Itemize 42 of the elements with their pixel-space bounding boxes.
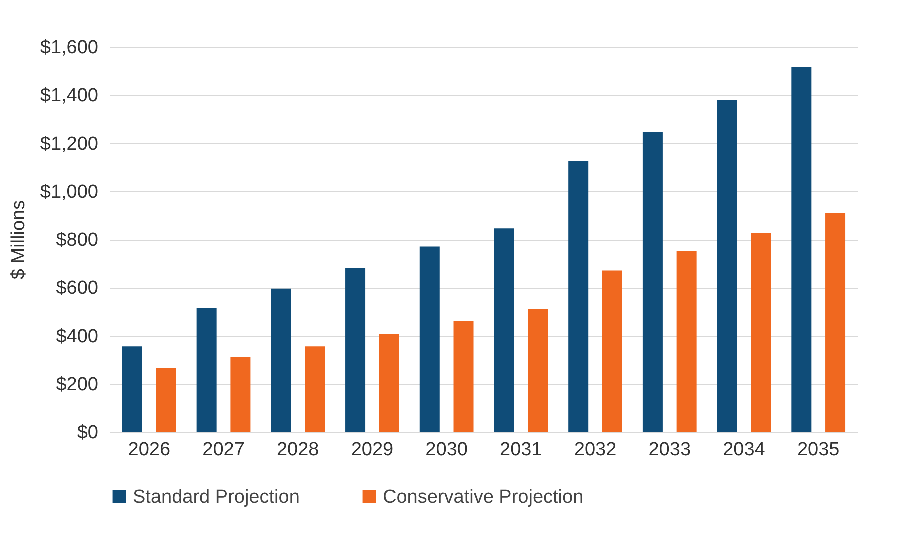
bar: [642, 132, 663, 432]
y-tick-label: $200: [56, 374, 98, 396]
bar: [528, 309, 548, 432]
legend-label: Standard Projection: [133, 486, 300, 508]
bar: [420, 246, 440, 432]
bar: [676, 252, 697, 432]
bar: [751, 233, 772, 432]
bar: [792, 67, 812, 432]
bar: [717, 100, 738, 432]
x-tick-label: 2028: [276, 440, 320, 460]
x-tick-label: 2031: [500, 440, 542, 460]
bar: [494, 228, 514, 432]
bar: [826, 213, 846, 432]
bar: [379, 334, 400, 432]
bar: [305, 346, 326, 432]
y-tick-label: $1,400: [40, 86, 98, 107]
x-tick-label: 2026: [128, 440, 171, 460]
x-tick-label: 2029: [351, 440, 394, 460]
bar: [230, 357, 251, 432]
x-tick-label: 2027: [202, 440, 245, 460]
y-tick-label: $0: [77, 422, 98, 444]
bar: [122, 346, 142, 432]
bar: [156, 368, 176, 432]
x-tick-label: 2030: [426, 440, 468, 460]
y-tick-label: $800: [56, 230, 98, 251]
y-axis-title: $ Millions: [8, 200, 30, 280]
bar: [454, 321, 474, 432]
bar: [568, 161, 589, 432]
legend-label: Conservative Projection: [383, 486, 584, 508]
x-tick-label: 2035: [797, 440, 840, 460]
bar: [196, 308, 217, 432]
bar: [271, 288, 292, 432]
bar: [602, 270, 622, 432]
y-tick-label: $1,600: [40, 38, 98, 58]
y-tick-label: $400: [56, 326, 98, 348]
bar: [346, 268, 366, 432]
x-tick-label: 2033: [648, 440, 692, 460]
y-tick-label: $600: [56, 278, 98, 300]
x-tick-label: 2034: [723, 440, 766, 460]
y-tick-label: $1,000: [40, 182, 98, 203]
y-tick-label: $1,200: [40, 134, 98, 155]
x-tick-label: 2032: [574, 440, 617, 460]
